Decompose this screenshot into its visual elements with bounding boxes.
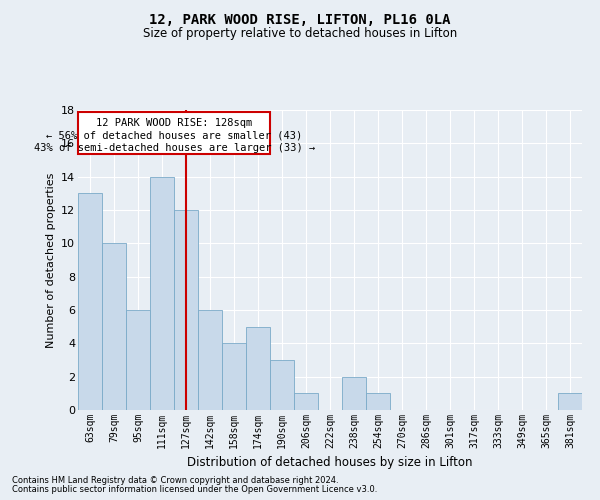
Text: Contains HM Land Registry data © Crown copyright and database right 2024.: Contains HM Land Registry data © Crown c… (12, 476, 338, 485)
Text: Contains public sector information licensed under the Open Government Licence v3: Contains public sector information licen… (12, 485, 377, 494)
Bar (270, 360, 294, 410)
Bar (294, 394, 318, 410)
Bar (246, 326, 270, 410)
Bar (126, 310, 150, 410)
Bar (198, 310, 222, 410)
Bar (102, 244, 126, 410)
Bar (366, 394, 390, 410)
Bar (222, 344, 246, 410)
Bar (558, 394, 582, 410)
Bar (174, 210, 198, 410)
Y-axis label: Number of detached properties: Number of detached properties (46, 172, 56, 348)
X-axis label: Distribution of detached houses by size in Lifton: Distribution of detached houses by size … (187, 456, 473, 469)
Bar (150, 176, 174, 410)
Bar (78, 194, 102, 410)
Bar (342, 376, 366, 410)
Text: 12, PARK WOOD RISE, LIFTON, PL16 0LA: 12, PARK WOOD RISE, LIFTON, PL16 0LA (149, 12, 451, 26)
Bar (79, 112, 271, 154)
Text: 12 PARK WOOD RISE: 128sqm: 12 PARK WOOD RISE: 128sqm (97, 118, 253, 128)
Text: 43% of semi-detached houses are larger (33) →: 43% of semi-detached houses are larger (… (34, 142, 315, 152)
Text: Size of property relative to detached houses in Lifton: Size of property relative to detached ho… (143, 28, 457, 40)
Text: ← 56% of detached houses are smaller (43): ← 56% of detached houses are smaller (43… (46, 130, 302, 140)
